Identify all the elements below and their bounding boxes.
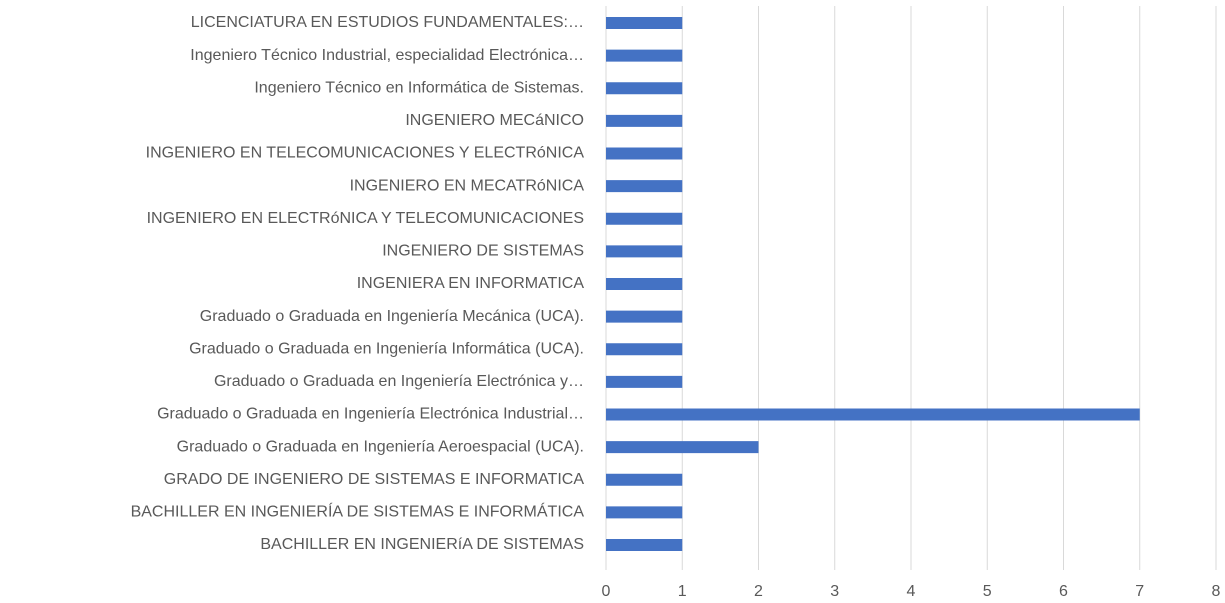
y-tick-label: LICENCIATURA EN ESTUDIOS FUNDAMENTALES:…	[191, 14, 584, 31]
y-tick-label: Graduado o Graduada en Ingeniería Aeroes…	[177, 438, 584, 455]
x-tick-label: 1	[678, 583, 687, 600]
x-tick-label: 2	[754, 583, 763, 600]
x-tick-label: 4	[907, 583, 916, 600]
x-tick-label: 5	[983, 583, 992, 600]
bar	[606, 441, 759, 454]
y-tick-label: INGENIERO DE SISTEMAS	[382, 243, 584, 260]
y-tick-label: Graduado o Graduada en Ingeniería Inform…	[189, 340, 584, 357]
y-tick-label: Graduado o Graduada en Ingeniería Electr…	[214, 373, 584, 390]
bar	[606, 506, 683, 519]
bar	[606, 147, 683, 160]
y-tick-label: Graduado o Graduada en Ingeniería Electr…	[157, 406, 584, 423]
y-tick-label: BACHILLER EN INGENIERíA DE SISTEMAS	[260, 536, 584, 553]
bar	[606, 408, 1140, 421]
y-tick-label: INGENIERO EN TELECOMUNICACIONES Y ELECTR…	[146, 145, 585, 162]
y-tick-label: INGENIERO EN ELECTRóNICA Y TELECOMUNICAC…	[147, 210, 584, 227]
bar	[606, 245, 683, 258]
bar	[606, 17, 683, 29]
y-tick-label: BACHILLER EN INGENIERÍA DE SISTEMAS E IN…	[131, 502, 585, 521]
y-tick-label: INGENIERO EN MECATRóNICA	[350, 177, 585, 194]
bar	[606, 343, 683, 356]
bar	[606, 114, 683, 127]
x-tick-label: 6	[1059, 583, 1068, 600]
bar	[606, 180, 683, 193]
y-tick-label: INGENIERA EN INFORMATICA	[357, 275, 585, 292]
y-tick-label: Ingeniero Técnico en Informática de Sist…	[254, 79, 584, 96]
bar	[606, 49, 683, 62]
x-tick-label: 8	[1212, 583, 1221, 600]
x-tick-label: 3	[830, 583, 839, 600]
bar	[606, 375, 683, 388]
y-tick-label: GRADO DE INGENIERO DE SISTEMAS E INFORMA…	[164, 471, 585, 488]
bar	[606, 82, 683, 95]
bar	[606, 473, 683, 486]
y-tick-label: INGENIERO MECáNICO	[405, 112, 584, 129]
bar	[606, 278, 683, 290]
y-tick-label: Graduado o Graduada en Ingeniería Mecáni…	[200, 308, 584, 325]
bar	[606, 539, 683, 551]
y-tick-label: Ingeniero Técnico Industrial, especialid…	[190, 47, 584, 64]
x-tick-label: 0	[602, 583, 611, 600]
x-tick-label: 7	[1135, 583, 1144, 600]
bar	[606, 310, 683, 323]
bar	[606, 212, 683, 225]
